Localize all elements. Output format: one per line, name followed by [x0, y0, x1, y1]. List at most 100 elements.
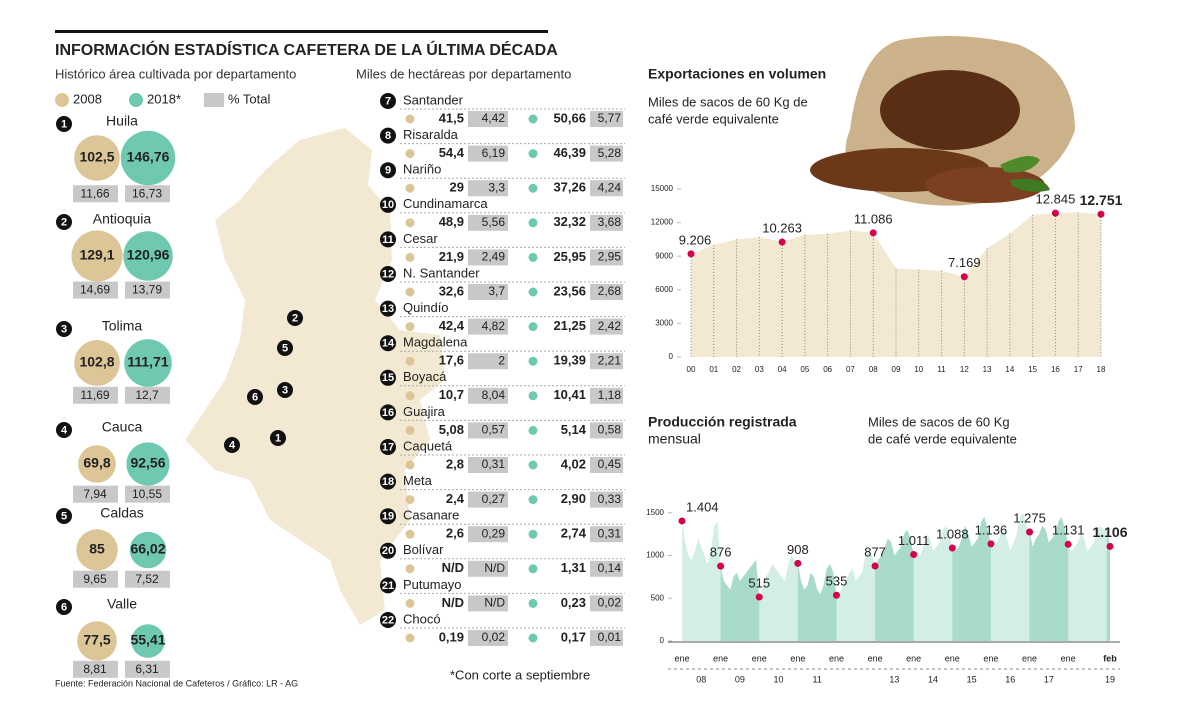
- number-badge-label: 10: [382, 199, 394, 211]
- number-badge-label: 22: [382, 614, 394, 626]
- number-badge-label: 18: [382, 476, 394, 488]
- x-tick-label: ene: [983, 653, 998, 663]
- department-name: Caquetá: [403, 438, 453, 453]
- dot-2018: [528, 322, 538, 332]
- pct-2018: 5,28: [598, 146, 622, 160]
- value-2018: 92,56: [130, 455, 165, 471]
- marker: [960, 273, 968, 281]
- y-tick-label: 3000: [655, 319, 673, 328]
- x-tick-label: 14: [1005, 365, 1014, 374]
- pct-2008: 4,82: [482, 319, 506, 333]
- value-label: 1.136: [975, 522, 1008, 537]
- department-name: Magdalena: [403, 335, 468, 350]
- x-tick-label: ene: [713, 653, 728, 663]
- number-badge-label: 4: [229, 439, 236, 451]
- value-label: 7.169: [948, 255, 981, 270]
- pct-box: [73, 281, 118, 299]
- number-badge: [380, 612, 396, 628]
- x-tick-label: ene: [829, 653, 844, 663]
- dot-2008: [405, 529, 415, 539]
- number-badge: [270, 430, 286, 446]
- number-badge: [287, 310, 303, 326]
- number-badge-label: 14: [382, 338, 395, 350]
- source: Fuente: Federación Nacional de Cafeteros…: [55, 678, 298, 688]
- value-2008: 54,4: [439, 145, 465, 160]
- circle-2018: [124, 339, 172, 387]
- number-badge-label: 2: [61, 216, 67, 228]
- pct-box: [73, 485, 118, 503]
- y-tick-label: 0: [660, 636, 665, 645]
- dot-2008: [405, 356, 415, 366]
- value-2008: 5,08: [439, 422, 464, 437]
- dot-2018: [528, 183, 538, 193]
- pct-2008: 11,69: [80, 388, 109, 402]
- department-name: Nariño: [403, 162, 441, 177]
- footnote: *Con corte a septiembre: [450, 667, 590, 682]
- chart-subtitle: de café verde equivalente: [868, 431, 1017, 446]
- dot-2018: [528, 287, 538, 297]
- x-year-label: 15: [967, 674, 977, 684]
- pct-2018: 6,31: [135, 662, 159, 676]
- pct-2008: 4,42: [482, 111, 506, 125]
- y-tick-label: 1000: [646, 551, 664, 560]
- value-label: 1.088: [936, 526, 969, 541]
- pct-2008: 5,56: [482, 215, 506, 229]
- number-badge-label: 9: [385, 165, 391, 177]
- x-tick-label: 12: [960, 365, 969, 374]
- number-badge-label: 4: [61, 424, 68, 436]
- value-2008: N/D: [442, 595, 464, 610]
- value-label: 876: [710, 545, 732, 560]
- x-tick-label: ene: [945, 653, 960, 663]
- x-tick-label: 09: [892, 365, 901, 374]
- x-tick-label: 03: [755, 365, 764, 374]
- pct-2008: 3,3: [488, 180, 505, 194]
- dot-2008: [405, 114, 415, 124]
- pct-2018: 0,31: [598, 526, 622, 540]
- subtitle: Histórico área cultivada por departament…: [55, 66, 296, 81]
- circle-2008: [76, 529, 118, 571]
- value-2018: 46,39: [553, 145, 586, 160]
- number-badge: [380, 369, 396, 386]
- y-tick-label: 0: [669, 352, 674, 361]
- pct-2008: 11,66: [80, 186, 109, 200]
- y-tick-label: 12000: [651, 218, 674, 227]
- x-tick-label: 00: [687, 365, 696, 374]
- pct-box: [468, 180, 508, 197]
- pct-box: [468, 457, 508, 473]
- dot-2008: [405, 322, 415, 332]
- pct-2008: 7,94: [83, 487, 107, 501]
- x-tick-label: feb: [1103, 653, 1117, 663]
- pct-box: [73, 570, 118, 588]
- value-label: 10.263: [762, 220, 802, 235]
- x-tick-label: ene: [868, 653, 883, 663]
- marker: [948, 544, 956, 552]
- number-badge: [380, 335, 396, 352]
- legend-swatch: [55, 93, 69, 107]
- x-tick-label: ene: [790, 653, 805, 663]
- department-name: Cundinamarca: [403, 196, 488, 211]
- number-badge: [56, 214, 72, 230]
- coffee-illustration: [810, 36, 1075, 206]
- dot-2008: [405, 391, 415, 401]
- header-rule: [55, 30, 548, 33]
- x-tick-label: 11: [937, 365, 946, 374]
- marker: [1026, 528, 1034, 536]
- x-tick-label: 04: [778, 365, 787, 374]
- circle-2018: [129, 531, 167, 569]
- department-name: Huila: [106, 113, 138, 129]
- value-label: 12.751: [1080, 192, 1123, 208]
- value-2018: 10,41: [553, 387, 586, 402]
- pct-2008: 0,02: [482, 630, 506, 644]
- number-badge: [380, 577, 396, 594]
- x-year-label: 14: [928, 674, 938, 684]
- pct-box: [125, 185, 170, 203]
- value-2008: 69,8: [83, 455, 110, 471]
- x-year-label: 08: [696, 674, 706, 684]
- marker: [1064, 540, 1072, 548]
- value-2018: 37,26: [553, 180, 586, 195]
- circle-2008: [74, 340, 120, 386]
- dot-2008: [405, 633, 415, 643]
- department-name: Risaralda: [403, 127, 459, 142]
- pct-2018: 0,33: [598, 492, 622, 506]
